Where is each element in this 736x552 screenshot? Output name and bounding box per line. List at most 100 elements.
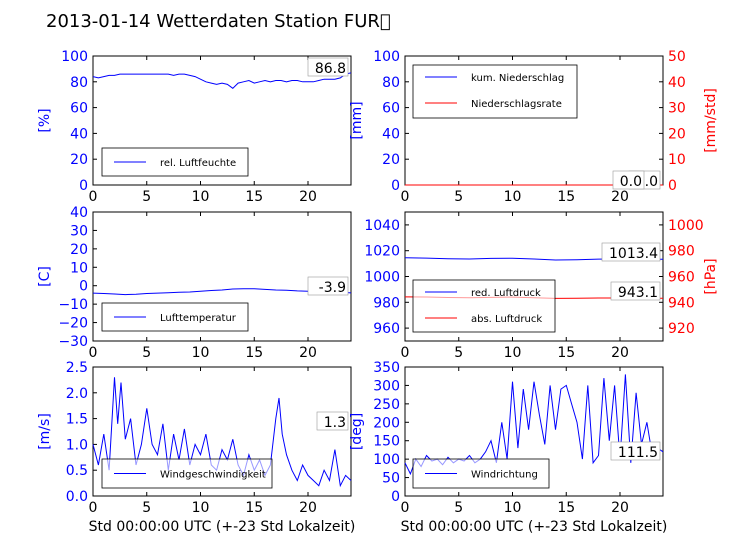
y-tick-label: 60 bbox=[70, 101, 88, 117]
value-label: 1.3 bbox=[324, 415, 346, 431]
x-tick-label: 10 bbox=[504, 500, 522, 516]
x-tick-label: 10 bbox=[504, 345, 522, 361]
y-tick-label: 20 bbox=[70, 152, 88, 168]
legend: kum. Niederschlag Niederschlagsrate bbox=[412, 64, 578, 119]
y-tick-label-right: 30 bbox=[668, 101, 686, 117]
x-tick-label: 0 bbox=[401, 500, 410, 516]
value-label: 111.5 bbox=[618, 445, 658, 461]
y-tick-label: 350 bbox=[373, 360, 400, 376]
y-tick-label: 1000 bbox=[364, 270, 400, 286]
x-tick-label: 5 bbox=[142, 500, 151, 516]
y-tick-label: 1.0 bbox=[66, 437, 88, 453]
y-tick-label: 80 bbox=[70, 75, 88, 91]
value-label-box bbox=[307, 276, 349, 296]
chart-panel-humidity: 0 5 10 15 20 0 20 40 60 80 100 [%] rel. Luftfeuchte 8… bbox=[37, 49, 352, 205]
y-tick-label: 200 bbox=[373, 415, 400, 431]
y-axis-label-right: [mm/std] bbox=[703, 88, 719, 153]
x-tick-label: 15 bbox=[557, 345, 575, 361]
x-tick-label: 10 bbox=[192, 345, 210, 361]
y-tick-label-right: 980 bbox=[668, 244, 695, 260]
x-tick-label: 5 bbox=[454, 345, 463, 361]
y-tick-label: −10 bbox=[58, 297, 88, 313]
y-tick-label: 150 bbox=[373, 434, 400, 450]
y-tick-label: 10 bbox=[70, 260, 88, 276]
y-tick-label: 50 bbox=[382, 471, 400, 487]
y-axis-label: [%] bbox=[37, 108, 53, 132]
value-label-box bbox=[610, 441, 661, 461]
x-tick-label: 10 bbox=[192, 500, 210, 516]
chart-panel-windspeed: 0 5 10 15 20 0.0 0.5 1.0 1.5 2.0 2.5 [m/s] Std 00:00… bbox=[37, 360, 355, 535]
x-tick-label: 0 bbox=[89, 189, 98, 205]
x-tick-label: 5 bbox=[142, 345, 151, 361]
x-tick-label: 15 bbox=[557, 500, 575, 516]
y-tick-label: 40 bbox=[382, 126, 400, 142]
y-tick-label: −30 bbox=[58, 334, 88, 350]
x-tick-label: 20 bbox=[299, 500, 317, 516]
y-tick-label: 40 bbox=[70, 205, 88, 221]
value-label-box bbox=[307, 57, 349, 77]
x-tick-label: 5 bbox=[142, 189, 151, 205]
y-tick-label: 960 bbox=[373, 321, 400, 337]
plot-frame bbox=[92, 211, 352, 342]
chart-panel-precipitation: 0 5 10 15 20 0 20 40 60 80 100 0 10 20 30 40 50 [mm] [mm/s… bbox=[349, 49, 719, 205]
legend-box bbox=[412, 279, 556, 333]
x-tick-label: 20 bbox=[299, 345, 317, 361]
y-tick-label-right: 1000 bbox=[668, 218, 704, 234]
series-line-rel-luftfeuchte bbox=[92, 72, 352, 89]
value-label: 86.8 bbox=[315, 61, 346, 77]
y-tick-label: 0 bbox=[79, 279, 88, 295]
x-tick-label: 0 bbox=[401, 189, 410, 205]
x-tick-label: 20 bbox=[611, 500, 629, 516]
x-tick-label: 10 bbox=[192, 189, 210, 205]
x-tick-label: 15 bbox=[245, 189, 263, 205]
value-label-box bbox=[612, 170, 645, 190]
x-tick-label: 0 bbox=[89, 500, 98, 516]
x-tick-label: 15 bbox=[245, 345, 263, 361]
y-tick-label-right: 920 bbox=[668, 321, 695, 337]
y-tick-label: 0 bbox=[79, 178, 88, 194]
x-tick-label: 5 bbox=[454, 189, 463, 205]
y-axis-label: [deg] bbox=[349, 413, 365, 450]
y-axis-label-right: [hPa] bbox=[703, 258, 719, 294]
legend: Windgeschwindigkeit bbox=[101, 458, 273, 489]
legend: rel. Luftfeuchte bbox=[101, 147, 249, 177]
x-tick-label: 20 bbox=[299, 189, 317, 205]
y-tick-label: 0.0 bbox=[66, 489, 88, 505]
y-tick-label: 1040 bbox=[364, 218, 400, 234]
y-tick-label: 250 bbox=[373, 397, 400, 413]
y-tick-label-right: 50 bbox=[668, 49, 686, 65]
x-tick-label: 20 bbox=[611, 189, 629, 205]
y-tick-label: −20 bbox=[58, 316, 88, 332]
x-tick-label: 20 bbox=[611, 345, 629, 361]
value-label-box bbox=[601, 242, 661, 262]
y-tick-label: 0 bbox=[391, 178, 400, 194]
y-tick-label-right: 20 bbox=[668, 126, 686, 142]
legend-label: rel. Luftfeuchte bbox=[160, 158, 236, 169]
x-tick-label: 0 bbox=[401, 345, 410, 361]
legend-label: red. Luftdruck bbox=[471, 288, 541, 299]
y-tick-label: 0 bbox=[391, 489, 400, 505]
legend: Lufttemperatur bbox=[101, 302, 249, 332]
y-tick-label: 100 bbox=[373, 49, 400, 65]
y-tick-label: 100 bbox=[373, 452, 400, 468]
value-label: 943.1 bbox=[618, 285, 658, 301]
x-axis-label: Std 00:00:00 UTC (+-23 Std Lokalzeit) bbox=[89, 519, 356, 535]
y-tick-label-right: 0 bbox=[668, 178, 677, 194]
y-axis-label: [mm] bbox=[349, 101, 365, 139]
y-tick-label: 100 bbox=[61, 49, 88, 65]
legend: red. Luftdruck abs. Luftdruck bbox=[412, 279, 556, 333]
y-tick-label: 1.5 bbox=[66, 412, 88, 428]
plot-frame bbox=[92, 366, 352, 497]
y-tick-label: 0.5 bbox=[66, 463, 88, 479]
legend-box bbox=[412, 64, 578, 119]
y-tick-label: 40 bbox=[70, 126, 88, 142]
y-tick-label: 980 bbox=[373, 295, 400, 311]
y-axis-label: [C] bbox=[37, 266, 53, 287]
y-axis-label: [m/s] bbox=[37, 413, 53, 450]
legend-label: Lufttemperatur bbox=[160, 313, 237, 324]
y-tick-label-right: 940 bbox=[668, 295, 695, 311]
y-tick-label: 300 bbox=[373, 378, 400, 394]
y-tick-label: 20 bbox=[70, 242, 88, 258]
x-tick-label: 5 bbox=[454, 500, 463, 516]
